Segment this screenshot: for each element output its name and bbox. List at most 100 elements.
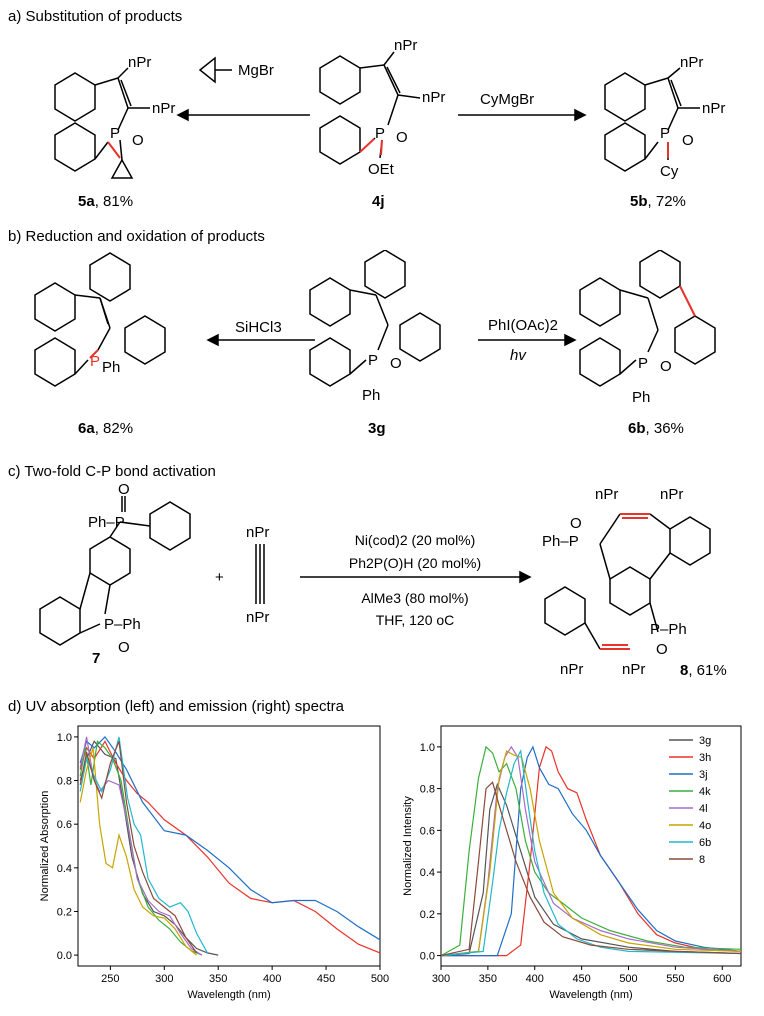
scheme-c: O Ph–P P–Ph O + nPr nPr nPr nPr O Ph–P P… [39, 484, 711, 678]
reagent-hv: hv [510, 347, 527, 364]
condition-catalyst: Ni(cod)2 (20 mol%) [354, 532, 476, 548]
npr-label: nPr [422, 89, 445, 106]
p-atom: P [110, 125, 120, 142]
p-atom: P [368, 352, 378, 369]
series-line-8 [440, 781, 742, 957]
ph-label: Ph [632, 389, 650, 406]
o-atom: O [656, 641, 668, 658]
legend-label: 4k [699, 786, 711, 798]
label-6b: 6b, 36% [628, 420, 684, 437]
npr-label: nPr [246, 609, 269, 626]
absorption-chart: 250 300 350 400 450 500 0.0 0.2 0.4 0.6 0.8 1.0 Wave… [39, 725, 389, 1001]
x-tick-label: 300 [155, 973, 173, 985]
p-ph-label: P–Ph [650, 621, 687, 638]
x-tick-label: 350 [479, 973, 497, 985]
npr-label: nPr [152, 100, 175, 117]
structure-6a [34, 252, 166, 387]
npr-label: nPr [702, 100, 725, 117]
p-atom: P [375, 125, 385, 142]
series-line-3g [79, 740, 219, 956]
x-tick-label: 350 [209, 973, 227, 985]
y-tick-label: 0.8 [57, 776, 72, 788]
cy-label: Cy [660, 163, 679, 180]
structure-4j [319, 51, 421, 165]
y-axis-label: Normalized Intensity [402, 796, 414, 896]
x-tick-label: 400 [263, 973, 281, 985]
x-tick-label: 250 [101, 973, 119, 985]
y-tick-label: 0.4 [57, 863, 72, 875]
series-line-3h [441, 745, 742, 957]
plot-frame [440, 725, 742, 967]
series-line-4o [440, 750, 742, 957]
plot-frame [77, 725, 381, 967]
x-tick-label: 450 [572, 973, 590, 985]
npr-label: nPr [560, 661, 583, 678]
series-line-6b [440, 749, 742, 957]
reagent-mgbr: MgBr [238, 62, 274, 79]
npr-label: nPr [660, 486, 683, 503]
y-tick-label: 0.2 [420, 909, 435, 921]
structure-5a [54, 67, 150, 179]
condition-ligand: Ph2P(O)H (20 mol%) [348, 555, 482, 571]
section-c-title: c) Two-fold C-P bond activation [8, 463, 216, 480]
series-line-3g [440, 782, 742, 957]
series-line-4k [79, 740, 203, 956]
scheme-a: nPr nPr P O MgBr nPr nPr P O OEt CyMgBr … [54, 37, 725, 180]
label-7: 7 [92, 650, 101, 667]
series-line-4o [79, 747, 197, 956]
npr-label: nPr [394, 37, 417, 54]
y-tick-label: 0.8 [420, 784, 435, 796]
x-axis-label: Wavelength (nm) [549, 989, 632, 1001]
y-tick-label: 0.6 [57, 819, 72, 831]
emission-chart: 300 350 400 450 500 550 600 0.0 0.2 0.4 0.6 0.8 1.0 W… [402, 725, 742, 1001]
o-atom: O [396, 129, 408, 146]
x-tick-label: 550 [666, 973, 684, 985]
condition-solvent-temp: THF, 120 oC [375, 612, 455, 628]
p-atom: P [90, 353, 100, 370]
structure-7 [39, 496, 191, 646]
o-atom: O [570, 515, 582, 532]
label-5a: 5a, 81% [78, 193, 134, 210]
y-tick-label: 0.0 [57, 950, 72, 962]
series-line-4k [440, 745, 742, 957]
series-line-3h [79, 740, 381, 954]
structure-8 [544, 513, 711, 650]
label-4j: 4j [372, 193, 385, 210]
p-atom: P [638, 355, 648, 372]
npr-label: nPr [595, 486, 618, 503]
npr-label: nPr [128, 54, 151, 71]
reagent-cymgbr: CyMgBr [480, 91, 534, 108]
section-d-title: d) UV absorption (left) and emission (ri… [8, 698, 344, 715]
p-atom: P [660, 125, 670, 142]
y-tick-label: 0.0 [420, 951, 435, 963]
ph-label: Ph [102, 359, 120, 376]
p-ph-label: P–Ph [104, 616, 141, 633]
structure-5b [604, 67, 700, 172]
legend-label: 3h [699, 752, 711, 764]
series-line-6b [79, 736, 208, 954]
legend-label: 4o [699, 820, 711, 832]
npr-label: nPr [246, 524, 269, 541]
section-b-title: b) Reduction and oxidation of products [8, 228, 265, 245]
plus-sign: + [215, 569, 224, 586]
series-line-4l [79, 736, 203, 956]
structure-3g [309, 250, 441, 387]
x-tick-label: 500 [619, 973, 637, 985]
legend-label: 3g [699, 735, 711, 747]
npr-label: nPr [622, 661, 645, 678]
x-tick-label: 300 [432, 973, 450, 985]
ph-p-label: Ph–P [88, 514, 125, 531]
x-tick-label: 600 [713, 973, 731, 985]
series-line-4l [440, 745, 742, 957]
legend-label: 4l [699, 803, 708, 815]
ph-p-label: Ph–P [542, 533, 579, 550]
y-tick-label: 0.6 [420, 825, 435, 837]
label-3g: 3g [368, 420, 386, 437]
x-tick-label: 450 [317, 973, 335, 985]
o-atom: O [390, 355, 402, 372]
y-tick-label: 1.0 [420, 742, 435, 754]
label-8: 8, 61% [680, 662, 727, 679]
scheme-b: P Ph SiHCl3 P O Ph PhI(OAc)2 hv P O Ph [34, 250, 716, 406]
o-atom: O [132, 132, 144, 149]
x-tick-label: 500 [371, 973, 389, 985]
